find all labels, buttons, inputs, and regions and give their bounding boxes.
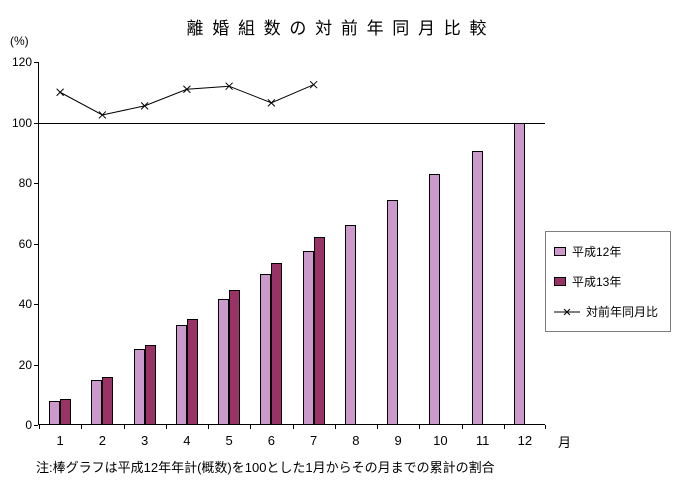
x-tick-label: 2 bbox=[98, 433, 106, 448]
bar-平成13年-month-5 bbox=[229, 290, 241, 425]
bar-平成12年-month-6 bbox=[260, 273, 272, 425]
x-tick-label: 11 bbox=[475, 433, 490, 448]
bar-平成13年-month-7 bbox=[313, 237, 325, 425]
x-tick-label: 12 bbox=[517, 433, 533, 448]
y-tick-mark bbox=[34, 62, 38, 63]
y-tick-label: 20 bbox=[18, 357, 32, 372]
bar-平成12年-month-7 bbox=[302, 251, 314, 425]
x-tick-label: 7 bbox=[310, 433, 318, 448]
y-tick-label: 60 bbox=[18, 236, 32, 251]
bar-平成13年-month-1 bbox=[60, 399, 72, 425]
y-tick-mark bbox=[34, 425, 38, 426]
y-tick-label: 120 bbox=[11, 55, 32, 69]
legend-item-heisei13: 平成13年 bbox=[554, 273, 662, 290]
footnote: 注:棒グラフは平成12年年計(概数)を100とした1月からその月までの累計の割合 bbox=[36, 460, 495, 475]
reference-line-100 bbox=[39, 122, 545, 124]
y-tick-mark bbox=[34, 304, 38, 305]
y-tick-label: 40 bbox=[18, 297, 32, 311]
legend-label-heisei12: 平成12年 bbox=[572, 245, 622, 259]
bar-平成12年-month-11 bbox=[471, 151, 483, 425]
x-tick-label: 5 bbox=[225, 433, 233, 448]
x-tick-mark bbox=[334, 425, 336, 429]
x-tick-mark bbox=[292, 425, 294, 429]
plot-area: 0 20 40 60 80 100 120 1 2 3 4 5 6 7 8 9 10 11 12 bbox=[12, 55, 546, 448]
legend-item-heisei12: 平成12年 bbox=[554, 243, 662, 260]
x-tick-mark bbox=[503, 425, 505, 429]
legend-label-yoy: 対前年同月比 bbox=[586, 305, 659, 319]
bar-平成12年-month-1 bbox=[49, 400, 61, 425]
x-tick-label: 3 bbox=[141, 433, 149, 448]
x-tick-mark bbox=[419, 425, 421, 429]
y-tick-label: 100 bbox=[11, 115, 32, 130]
bar-平成12年-month-5 bbox=[218, 299, 230, 425]
bar-平成13年-month-3 bbox=[144, 344, 156, 425]
x-tick-mark bbox=[377, 425, 378, 429]
x-tick-label: 6 bbox=[267, 433, 275, 448]
legend-swatch-heisei12-icon bbox=[554, 247, 566, 256]
y-tick-mark bbox=[34, 364, 38, 366]
bar-平成12年-month-12 bbox=[513, 122, 525, 425]
y-tick-mark bbox=[34, 122, 38, 124]
bar-平成13年-month-4 bbox=[186, 319, 198, 425]
x-tick-label: 1 bbox=[56, 433, 64, 448]
legend-item-yoy-line: 対前年同月比 bbox=[554, 303, 662, 320]
legend: 平成12年 平成13年 対前年同月比 bbox=[545, 231, 671, 332]
x-tick-mark bbox=[123, 425, 125, 429]
bar-平成12年-month-2 bbox=[91, 379, 103, 425]
x-tick-mark bbox=[208, 425, 209, 429]
y-tick-mark bbox=[34, 183, 38, 184]
x-tick-mark bbox=[165, 425, 167, 429]
x-tick-mark bbox=[39, 425, 40, 429]
chart-title: 離 婚 組 数 の 対 前 年 同 月 比 較 bbox=[186, 19, 489, 38]
bar-平成12年-month-4 bbox=[175, 325, 187, 425]
bar-平成12年-month-9 bbox=[387, 199, 399, 425]
legend-label-heisei13: 平成13年 bbox=[572, 275, 622, 289]
bar-平成13年-month-6 bbox=[271, 263, 283, 425]
x-tick-mark bbox=[250, 425, 252, 429]
x-axis-unit-label: 月 bbox=[558, 435, 572, 450]
bar-平成12年-month-10 bbox=[429, 173, 441, 425]
bar-平成13年-month-2 bbox=[102, 376, 114, 425]
y-tick-mark bbox=[34, 243, 38, 245]
y-axis-unit-label: (%) bbox=[10, 34, 29, 48]
x-tick-mark bbox=[81, 425, 83, 429]
x-tick-label: 4 bbox=[183, 433, 191, 448]
x-tick-label: 8 bbox=[352, 433, 360, 448]
x-tick-mark bbox=[545, 425, 546, 429]
legend-line-marker-icon bbox=[554, 308, 580, 315]
y-tick-label: 80 bbox=[18, 176, 32, 190]
bar-平成12年-month-8 bbox=[344, 225, 356, 425]
y-tick-label: 0 bbox=[25, 418, 32, 432]
yoy-line-series bbox=[56, 80, 318, 119]
bar-平成12年-month-3 bbox=[133, 349, 145, 425]
x-tick-label: 10 bbox=[433, 433, 448, 448]
x-tick-label: 9 bbox=[394, 433, 402, 448]
legend-swatch-heisei13-icon bbox=[554, 277, 566, 286]
x-tick-mark bbox=[461, 425, 463, 429]
